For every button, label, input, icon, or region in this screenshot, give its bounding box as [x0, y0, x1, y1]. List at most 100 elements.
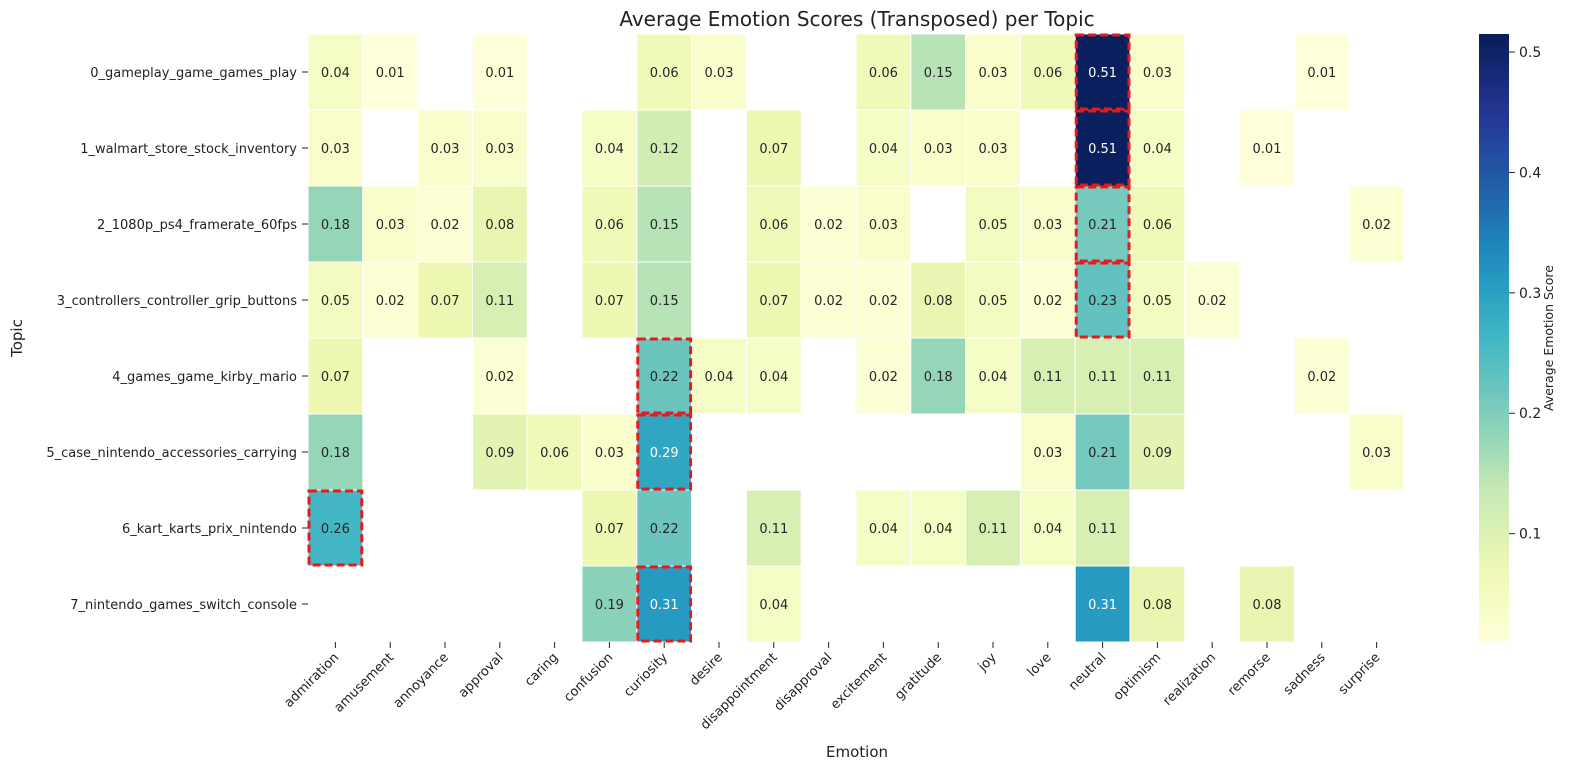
heatmap-cell: [636, 565, 693, 643]
cell-value-label: 0.02: [1307, 370, 1336, 385]
heatmap-cell: [691, 33, 747, 111]
colorbar: [1479, 34, 1509, 642]
cell-value-label: 0.03: [869, 218, 898, 233]
cell-value-label: 0.04: [1033, 522, 1062, 537]
cell-value-label: 0.07: [321, 370, 350, 385]
x-tick-label: excitement: [828, 650, 890, 712]
cell-value-label: 0.08: [924, 294, 953, 309]
cell-value-label: 0.18: [321, 218, 350, 233]
heatmap-cell: [965, 261, 1021, 339]
heatmap-cells: 0.04 0.01 0.01 0.06 0.03 0.06 0.15 0.03 0.06 0.51…: [307, 33, 1405, 643]
cell-value-label: 0.51: [1088, 66, 1117, 81]
cell-value-label: 0.03: [321, 142, 350, 157]
cell-value-label: 0.19: [595, 598, 624, 613]
heatmap-cell: [636, 109, 693, 187]
heatmap-cell: [1184, 261, 1241, 339]
y-tick-label: 6_kart_karts_prix_nintendo: [122, 522, 297, 537]
cell-value-label: 0.02: [1198, 294, 1227, 309]
cell-value-label: 0.07: [595, 522, 624, 537]
highlight-box: [307, 489, 364, 567]
cell-value-label: 0.01: [485, 66, 514, 81]
y-tick-label: 3_controllers_controller_grip_buttons: [57, 294, 297, 309]
cell-value-label: 0.03: [1033, 446, 1062, 461]
cell-value-label: 0.07: [759, 294, 788, 309]
heatmap-cell: [745, 185, 802, 263]
cell-value-label: 0.06: [595, 218, 624, 233]
highlight-boxes: [307, 33, 1131, 643]
heatmap-cell: [1129, 413, 1186, 491]
cell-value-label: 0.02: [1362, 218, 1391, 233]
heatmap-cell: [1129, 109, 1186, 187]
colorbar-tick-label: 0.2: [1519, 406, 1541, 422]
heatmap-cell: [1019, 33, 1076, 111]
cell-value-label: 0.06: [650, 66, 679, 81]
heatmap-cell: [307, 261, 364, 339]
heatmap-cell: [636, 413, 693, 491]
x-tick-label: disapproval: [772, 650, 836, 714]
cell-value-label: 0.08: [485, 218, 514, 233]
heatmap-cell: [745, 109, 802, 187]
heatmap-cell: [581, 109, 638, 187]
y-axis-label: Topic: [8, 319, 26, 358]
cell-value-label: 0.22: [650, 522, 679, 537]
heatmap-cell: [1129, 565, 1186, 643]
cell-value-label: 0.03: [1362, 446, 1391, 461]
cell-value-label: 0.04: [924, 522, 953, 537]
heatmap-cell: [307, 185, 364, 263]
cell-value-label: 0.01: [376, 66, 405, 81]
heatmap-cell: [745, 337, 802, 415]
cell-value-label: 0.03: [705, 66, 734, 81]
heatmap-cell: [581, 413, 638, 491]
cell-value-label: 0.01: [1307, 66, 1336, 81]
cell-value-label: 0.03: [979, 66, 1008, 81]
x-tick-label: remorse: [1225, 650, 1274, 699]
heatmap-cell: [471, 185, 528, 263]
heatmap-cell: [1129, 185, 1186, 263]
cell-value-label: 0.03: [979, 142, 1008, 157]
cell-value-label: 0.21: [1088, 218, 1117, 233]
cell-value-label: 0.04: [705, 370, 734, 385]
heatmap-cell: [1348, 413, 1405, 491]
cell-value-label: 0.06: [1143, 218, 1172, 233]
highlight-box: [636, 413, 693, 491]
heatmap-cell: [581, 261, 638, 339]
chart-title: Average Emotion Scores (Transposed) per …: [619, 7, 1094, 31]
heatmap-cell: [1239, 109, 1295, 187]
heatmap-cell: [307, 33, 364, 111]
cell-value-label: 0.11: [1143, 370, 1172, 385]
cell-value-label: 0.18: [924, 370, 953, 385]
heatmap-cell: [636, 489, 693, 567]
heatmap-cell: [1019, 489, 1076, 567]
cell-value-label: 0.06: [759, 218, 788, 233]
cell-value-label: 0.03: [924, 142, 953, 157]
cell-value-label: 0.01: [1253, 142, 1282, 157]
heatmap-cell: [855, 33, 912, 111]
heatmap-cell: [471, 33, 528, 111]
heatmap-cell: [1129, 337, 1186, 415]
heatmap-cell: [855, 261, 912, 339]
heatmap-cell: [855, 185, 912, 263]
cell-value-label: 0.09: [1143, 446, 1172, 461]
heatmap-cell: [636, 33, 693, 111]
heatmap-cell: [965, 337, 1021, 415]
x-tick-label: annoyance: [391, 650, 452, 711]
heatmap-cell: [417, 109, 473, 187]
heatmap-cell: [1074, 489, 1131, 567]
cell-value-label: 0.05: [321, 294, 350, 309]
cell-value-label: 0.05: [979, 294, 1008, 309]
heatmap-cell: [471, 261, 528, 339]
cell-value-label: 0.02: [869, 370, 898, 385]
cell-value-label: 0.11: [485, 294, 514, 309]
heatmap-cell: [855, 489, 912, 567]
cell-value-label: 0.04: [869, 522, 898, 537]
colorbar-ticks: 0.1 0.2 0.3 0.4 0.5: [1509, 45, 1541, 543]
x-tick-label: realization: [1160, 650, 1219, 709]
heatmap-cell: [362, 261, 419, 339]
cell-value-label: 0.09: [485, 446, 514, 461]
colorbar-label: Average Emotion Score: [1541, 265, 1556, 411]
y-tick-label: 2_1080p_ps4_framerate_60fps: [97, 218, 297, 233]
cell-value-label: 0.02: [814, 218, 843, 233]
cell-value-label: 0.22: [650, 370, 679, 385]
y-tick-label: 0_gameplay_game_games_play: [90, 66, 297, 81]
cell-value-label: 0.02: [376, 294, 405, 309]
